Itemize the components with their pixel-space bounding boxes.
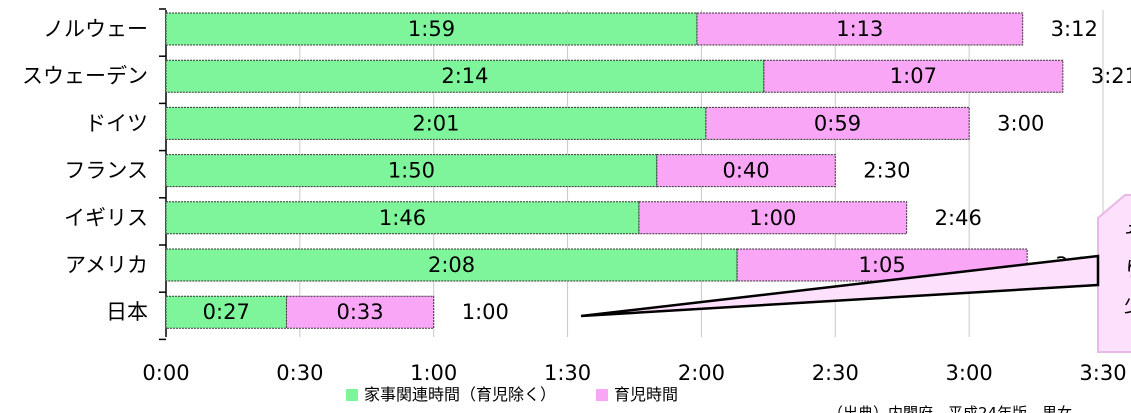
legend-label-housework: 家事関連時間（育児除く） [364,385,556,404]
category-label: 日本 [106,300,148,324]
bar-value-label: 2:14 [441,64,488,88]
total-label: 1:00 [462,300,509,324]
bar-childcare [705,106,970,140]
bar-childcare [638,201,908,235]
x-tick-label: 2:30 [812,361,859,385]
total-label: 2:30 [863,159,910,183]
bars: 1:59 1:13 2:14 1:07 2:01 0:59 1:50 0:40 1:46 1:00… [165,12,1064,329]
callout: そ り 少 [580,194,1131,353]
bar-childcare [285,295,435,329]
x-tick-label: 0:00 [142,361,189,385]
callout-line-3: 少 [1124,293,1131,317]
bar-housework [165,106,707,140]
bar-value-label: 2:08 [428,253,475,277]
bar-value-label: 1:59 [408,17,455,41]
bar-value-label: 0:27 [203,300,250,324]
legend: 家事関連時間（育児除く） 育児時間 [346,385,678,404]
x-tick-label: 0:30 [276,361,323,385]
bar-housework [165,12,698,46]
bar-childcare [656,154,836,188]
legend-swatch-childcare [596,389,608,401]
x-tick-label: 3:30 [1079,361,1126,385]
bar-value-label: 1:46 [379,206,426,230]
x-tick-labels: 0:00 0:30 1:00 1:30 2:00 2:30 3:00 3:30 [142,361,1126,385]
bar-childcare [763,59,1064,93]
total-label: 2:46 [935,206,982,230]
x-tick-label: 1:30 [544,361,591,385]
x-tick-label: 3:00 [946,361,993,385]
bar-value-label: 0:59 [814,111,861,135]
axes [159,8,167,341]
bar-housework [165,154,658,188]
category-label: フランス [64,159,148,183]
x-tick-label: 1:00 [410,361,457,385]
bar-value-label: 0:33 [337,300,384,324]
bar-value-label: 2:01 [412,111,459,135]
category-label: イギリス [64,206,148,230]
bar-value-label: 1:07 [890,64,937,88]
total-label: 3:00 [997,111,1044,135]
callout-line-2: り [1124,257,1131,281]
legend-swatch-housework [346,389,358,401]
category-label: アメリカ [65,253,148,277]
total-label: 3:21 [1091,64,1131,88]
total-label: 3:12 [1051,17,1098,41]
bar-value-label: 0:40 [722,159,769,183]
bar-value-label: 1:00 [749,206,796,230]
bar-value-label: 1:13 [836,17,883,41]
bar-housework [165,248,738,282]
category-label: ドイツ [85,111,148,135]
x-tick-label: 2:00 [678,361,725,385]
bar-value-label: 1:50 [388,159,435,183]
callout-line-1: そ [1124,221,1131,245]
category-label: スウェーデン [22,64,148,88]
bar-housework [165,201,640,235]
legend-label-childcare: 育児時間 [614,385,678,404]
category-label: ノルウェー [43,17,148,41]
bar-childcare [696,12,1024,46]
source-note: （出典）内閣府 平成24年版 男女 [828,404,1072,413]
bar-value-label: 1:05 [859,253,906,277]
